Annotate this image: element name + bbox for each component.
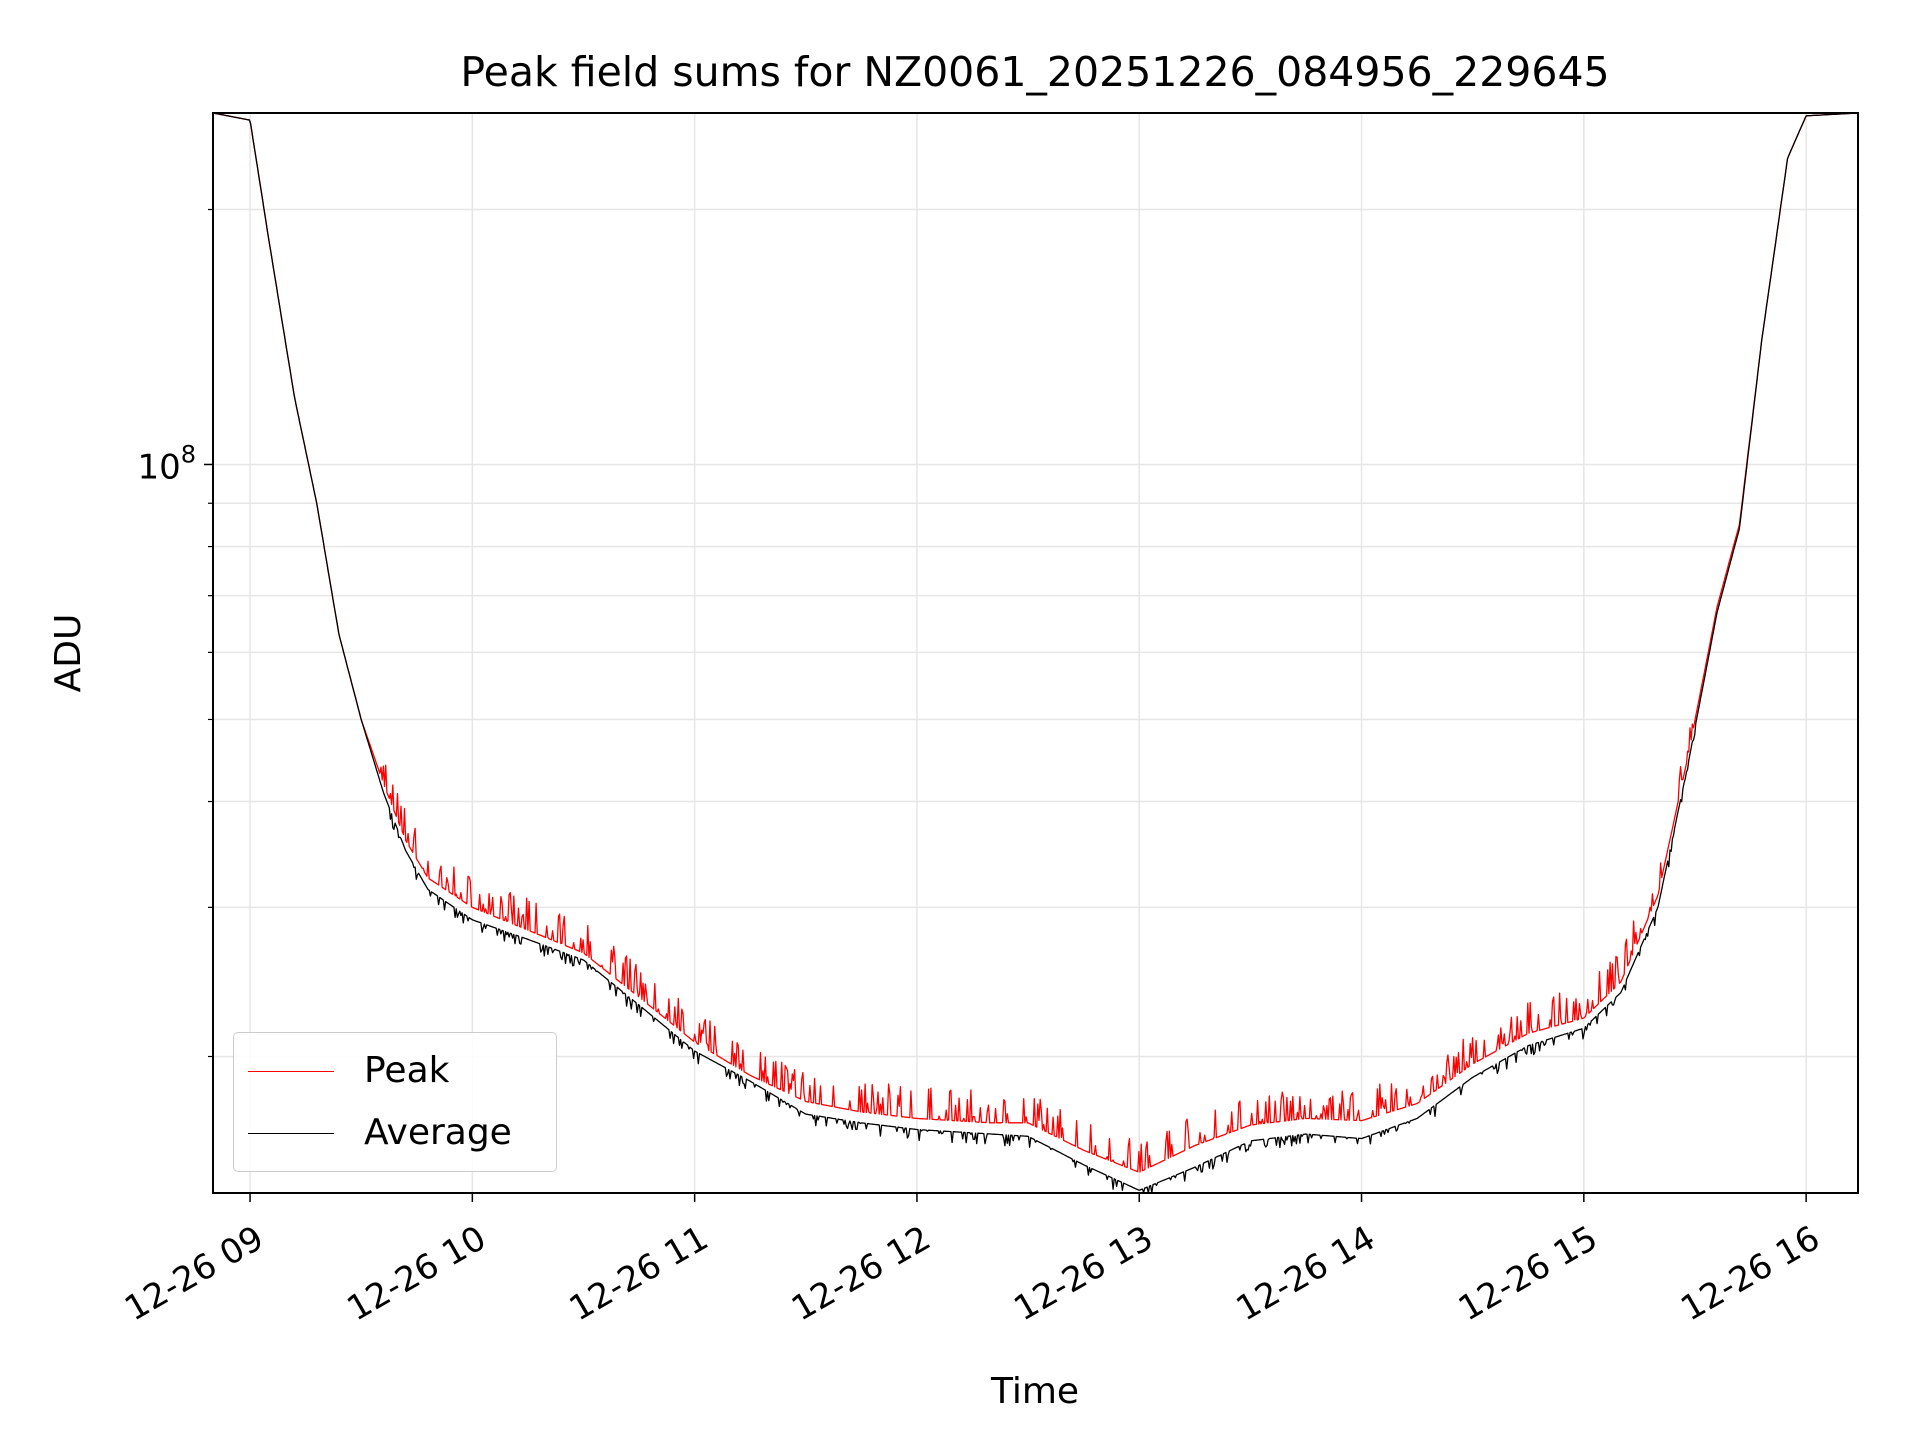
y-axis-label: ADU (48, 614, 89, 693)
x-tick-label: 12-26 14 (1230, 1218, 1382, 1329)
legend-label-peak: Peak (364, 1050, 450, 1091)
x-tick-label: 12-26 16 (1674, 1218, 1826, 1329)
y-tick-label-exponent: 8 (181, 440, 196, 468)
x-tick-label: 12-26 10 (340, 1218, 492, 1329)
x-axis-label: Time (990, 1371, 1079, 1412)
x-tick-label: 12-26 11 (563, 1218, 715, 1329)
grid-lines (213, 113, 1858, 1193)
y-axis: 108 (137, 208, 213, 1058)
series-line-average (212, 112, 1859, 1194)
x-axis: 12-26 09 12-26 10 12-26 11 12-26 12 12-26 13… (118, 1193, 1827, 1329)
legend: Peak Average (233, 1032, 557, 1172)
x-tick-label: 12-26 13 (1007, 1218, 1159, 1329)
legend-label-average: Average (364, 1112, 512, 1153)
legend-swatch-average (248, 1133, 334, 1134)
legend-item-peak: Peak (248, 1051, 548, 1091)
x-tick-label: 12-26 09 (118, 1218, 270, 1329)
x-tick-label: 12-26 15 (1452, 1218, 1604, 1329)
series-layer (212, 112, 1859, 1194)
plot-frame (212, 112, 1859, 1194)
x-tick-label: 12-26 12 (785, 1218, 937, 1329)
legend-swatch-peak (248, 1071, 334, 1072)
y-tick-label: 108 (137, 440, 196, 487)
chart-title: Peak field sums for NZ0061_20251226_0849… (460, 48, 1609, 96)
legend-item-average: Average (248, 1113, 548, 1153)
series-line-peak (212, 112, 1859, 1173)
